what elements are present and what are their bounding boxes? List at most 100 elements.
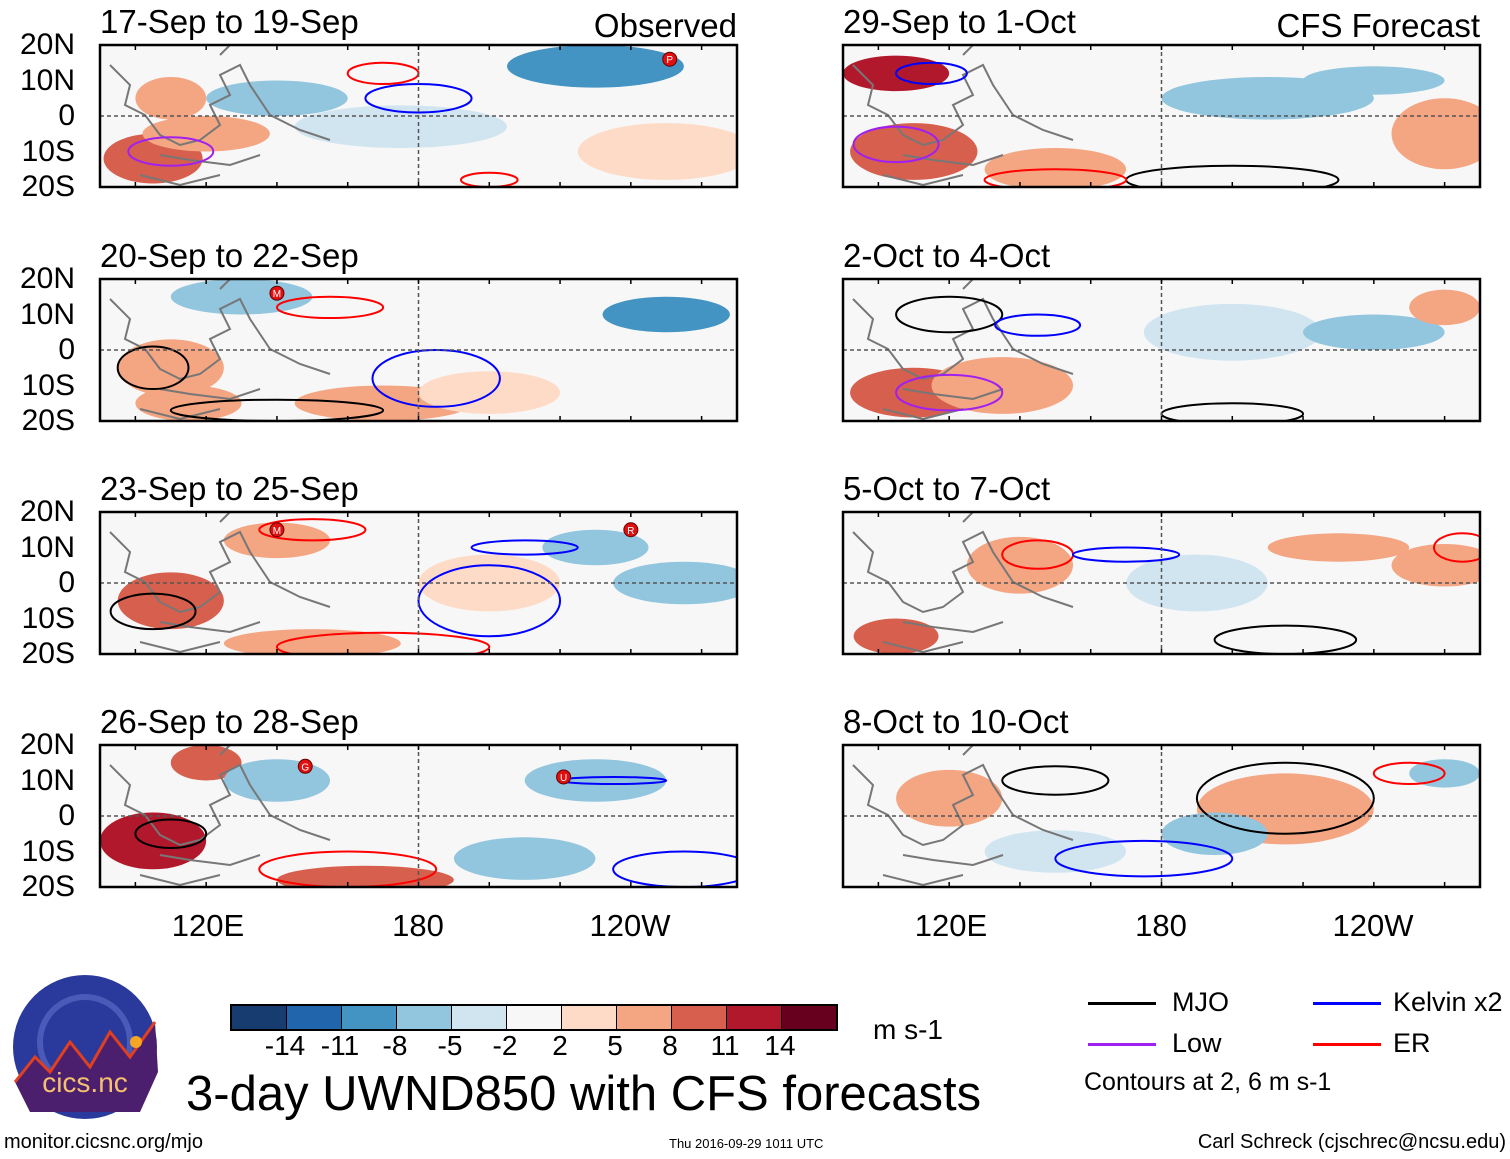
storm-label: M (273, 289, 281, 300)
colorbar-swatch (232, 1006, 287, 1029)
storm-marker (269, 285, 285, 301)
wind-anomaly-shading (117, 572, 224, 630)
panel-title: 5-Oct to 7-Oct (843, 470, 1051, 507)
author-credit: Carl Schreck (cjschrec@ncsu.edu) (1197, 1131, 1506, 1153)
wind-anomaly-shading (1303, 66, 1445, 95)
x-tick-label: 120W (1332, 908, 1414, 943)
x-tick-label: 120E (171, 908, 245, 943)
colorbar-tick-label: 14 (764, 1030, 796, 1061)
y-tick-label: 20S (21, 404, 75, 437)
filter-contour (417, 564, 562, 638)
filter-contour (895, 295, 1004, 334)
colorbar-swatch (617, 1006, 672, 1029)
wind-anomaly-shading (506, 45, 684, 88)
y-tick-label: 0 (58, 566, 75, 599)
colorbar-swatch (782, 1006, 836, 1029)
y-tick-label: 20N (19, 495, 75, 528)
filter-contour (116, 345, 190, 391)
wind-anomaly-shading (984, 147, 1127, 187)
wind-anomaly-shading (100, 812, 207, 870)
filter-contour (1372, 761, 1446, 786)
storm-label: P (666, 55, 673, 66)
y-tick-label: 10S (21, 601, 75, 635)
panel-title: 26-Sep to 28-Sep (100, 703, 359, 740)
wind-anomaly-shading (206, 80, 348, 116)
colorbar-swatch (562, 1006, 617, 1029)
wind-anomaly-shading (853, 618, 939, 654)
field-layer (850, 279, 1480, 421)
wind-anomaly-shading (577, 123, 737, 180)
y-tick-label: 20N (19, 728, 75, 761)
legend-label-kelvin: Kelvin x2 (1393, 987, 1503, 1017)
panel-title: 17-Sep to 19-Sep (100, 3, 359, 40)
y-tick-label: 0 (58, 799, 75, 832)
filter-contour (1213, 624, 1358, 654)
colorbar (230, 1004, 838, 1031)
filter-contour (1001, 765, 1110, 796)
storm-marker (297, 758, 313, 774)
colorbar-swatch (727, 1006, 782, 1029)
storm-label: G (301, 762, 309, 773)
column-label: Observed (593, 7, 737, 44)
source-url[interactable]: monitor.cicsnc.org/mjo (4, 1131, 203, 1153)
field-layer (103, 45, 737, 187)
filter-contour (258, 850, 438, 887)
colorbar-tick-label: -8 (382, 1030, 408, 1061)
coastline (109, 745, 331, 887)
storm-marker (556, 769, 572, 785)
storm-label: U (560, 773, 567, 784)
y-tick-label: 20S (21, 170, 75, 203)
column-label: CFS Forecast (1276, 7, 1480, 44)
wind-anomaly-shading (602, 296, 730, 333)
coastline (852, 745, 1074, 887)
wind-anomaly-shading (931, 357, 1074, 414)
map-panel (841, 277, 1482, 423)
filter-contour (1072, 546, 1181, 563)
coastline (852, 512, 1074, 654)
filter-contour (127, 136, 215, 167)
wind-anomaly-shading (1409, 289, 1480, 326)
legend-line-er (1313, 1043, 1381, 1046)
contour-note: Contours at 2, 6 m s-1 (1084, 1068, 1332, 1096)
wind-anomaly-shading (1391, 543, 1480, 587)
y-tick-label: 10N (19, 63, 75, 97)
colorbar-swatch (397, 1006, 452, 1029)
colorbar-units: m s-1 (873, 1014, 943, 1045)
wind-anomaly-shading (418, 554, 561, 612)
y-tick-label: 10N (19, 763, 75, 797)
filter-contour (470, 539, 579, 556)
x-tick-label: 120E (914, 908, 988, 943)
y-tick-label: 10S (21, 134, 75, 168)
legend-line-mjo (1088, 1002, 1156, 1005)
colorbar-tick-label: -5 (437, 1030, 463, 1061)
field-layer (852, 745, 1480, 887)
colorbar-tick-label: -2 (492, 1030, 518, 1061)
timestamp: Thu 2016-09-29 1011 UTC (669, 1136, 824, 1151)
colorbar-swatch (287, 1006, 342, 1029)
y-tick-label: 10S (21, 368, 75, 402)
map-panel (841, 510, 1482, 656)
panel-title: 23-Sep to 25-Sep (100, 470, 359, 507)
y-tick-label: 10N (19, 297, 75, 331)
y-tick-label: 10S (21, 834, 75, 868)
coastline (852, 279, 1074, 421)
colorbar-tick-label: 11 (710, 1030, 740, 1061)
filter-contour (1433, 532, 1480, 563)
filter-contour (1195, 761, 1375, 835)
coastline (109, 45, 331, 187)
wind-anomaly-shading (1303, 314, 1445, 350)
filter-contour (895, 373, 1004, 412)
filter-contour (895, 61, 968, 86)
panel-title: 8-Oct to 10-Oct (843, 703, 1069, 740)
y-tick-label: 20N (19, 28, 75, 61)
y-tick-label: 20S (21, 637, 75, 670)
storm-marker (623, 522, 639, 538)
colorbar-tick-label: 8 (662, 1030, 678, 1061)
wind-anomaly-shading (170, 279, 313, 315)
wind-anomaly-shading (984, 830, 1127, 873)
filter-contour (852, 125, 940, 164)
storm-label: M (273, 526, 281, 537)
wind-anomaly-shading (1143, 303, 1321, 361)
wind-anomaly-shading (1267, 533, 1410, 562)
legend-label-low: Low (1172, 1028, 1222, 1058)
